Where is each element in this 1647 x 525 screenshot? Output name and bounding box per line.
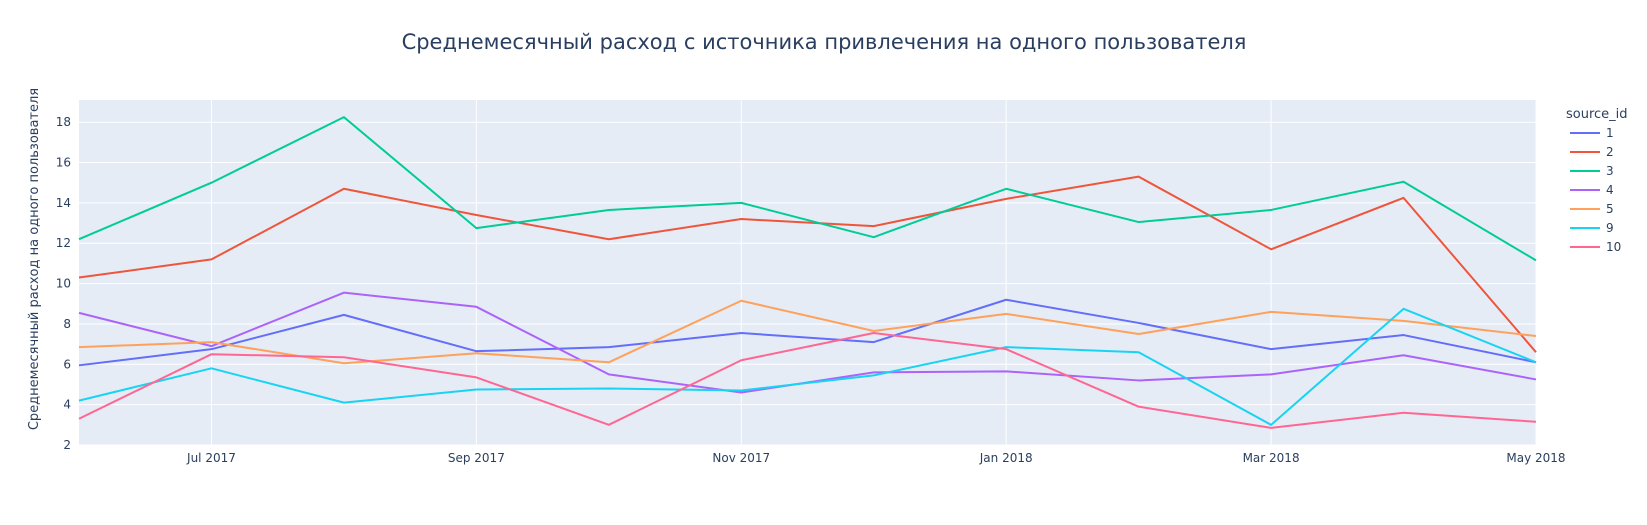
y-tick-label: 4 bbox=[63, 398, 71, 412]
legend-label: 9 bbox=[1606, 221, 1614, 235]
legend-label: 2 bbox=[1606, 145, 1614, 159]
x-tick-label: Mar 2018 bbox=[1243, 451, 1300, 465]
series-line-3 bbox=[78, 116, 1537, 262]
legend-label: 1 bbox=[1606, 126, 1614, 140]
y-tick-label: 6 bbox=[63, 357, 71, 371]
legend-item-1[interactable]: 1 bbox=[1570, 126, 1614, 140]
y-tick-label: 16 bbox=[56, 156, 71, 170]
y-axis-ticks: 2 4 6 8 10 12 14 16 18 bbox=[56, 115, 71, 452]
series-lines bbox=[78, 116, 1537, 429]
series-line-5 bbox=[78, 299, 1537, 365]
y-tick-label: 18 bbox=[56, 115, 71, 129]
y-axis-title: Среднемесячный расход на одного пользова… bbox=[27, 88, 42, 430]
series-line-1 bbox=[78, 298, 1537, 367]
legend-label: 3 bbox=[1606, 164, 1614, 178]
x-tick-label: Jan 2018 bbox=[979, 451, 1033, 465]
series-line-9 bbox=[78, 307, 1537, 426]
y-tick-label: 12 bbox=[56, 236, 71, 250]
legend-item-3[interactable]: 3 bbox=[1570, 164, 1614, 178]
legend-label: 5 bbox=[1606, 202, 1614, 216]
legend-item-9[interactable]: 9 bbox=[1570, 221, 1614, 235]
series-line-2 bbox=[78, 175, 1537, 353]
legend: source_id 1 2 3 4 5 9 10 bbox=[1566, 107, 1628, 254]
grid-lines bbox=[79, 100, 1537, 446]
x-tick-label: Sep 2017 bbox=[448, 451, 505, 465]
x-axis-ticks: Jul 2017 Sep 2017 Nov 2017 Jan 2018 Mar 2018… bbox=[186, 451, 1566, 465]
y-tick-label: 2 bbox=[63, 438, 71, 452]
legend-item-10[interactable]: 10 bbox=[1570, 240, 1621, 254]
plot-background bbox=[79, 100, 1536, 445]
y-tick-label: 8 bbox=[63, 317, 71, 331]
y-tick-label: 14 bbox=[56, 196, 71, 210]
x-tick-label: Nov 2017 bbox=[712, 451, 770, 465]
legend-item-2[interactable]: 2 bbox=[1570, 145, 1614, 159]
chart-title: Среднемесячный расход с источника привле… bbox=[402, 30, 1247, 54]
legend-label: 4 bbox=[1606, 183, 1614, 197]
legend-label: 10 bbox=[1606, 240, 1621, 254]
legend-title: source_id bbox=[1566, 107, 1628, 122]
y-tick-label: 10 bbox=[56, 277, 71, 291]
legend-item-5[interactable]: 5 bbox=[1570, 202, 1614, 216]
x-tick-label: May 2018 bbox=[1506, 451, 1565, 465]
legend-item-4[interactable]: 4 bbox=[1570, 183, 1614, 197]
series-line-10 bbox=[78, 332, 1537, 429]
x-tick-label: Jul 2017 bbox=[186, 451, 236, 465]
